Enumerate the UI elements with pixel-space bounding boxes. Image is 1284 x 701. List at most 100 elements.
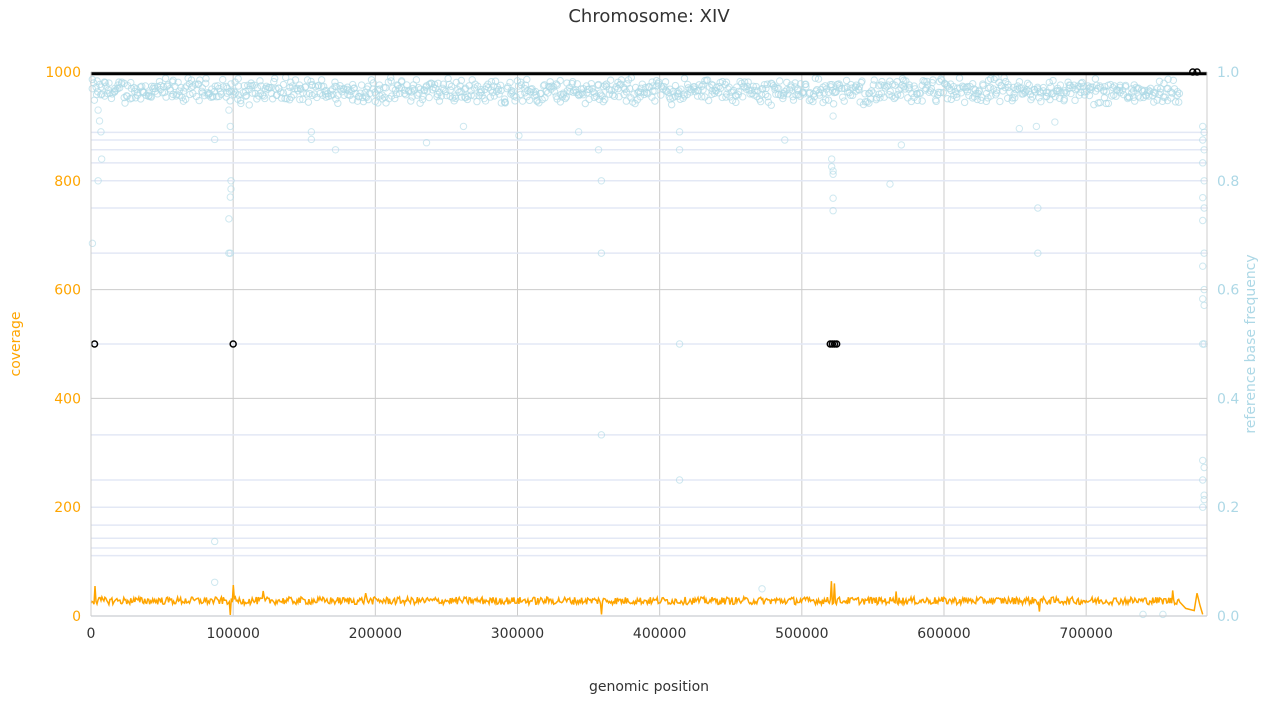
frequency-point bbox=[1078, 78, 1086, 87]
frequency-point bbox=[1102, 99, 1110, 108]
frequency-point bbox=[234, 82, 243, 90]
frequency-point bbox=[331, 78, 339, 86]
frequency-point bbox=[1034, 249, 1042, 257]
x-tick-label: 600000 bbox=[917, 626, 970, 642]
frequency-point bbox=[714, 89, 723, 97]
frequency-point bbox=[891, 93, 900, 101]
frequency-point bbox=[1049, 76, 1057, 85]
frequency-point bbox=[392, 90, 400, 99]
frequency-point bbox=[779, 94, 787, 103]
frequency-point bbox=[430, 80, 439, 89]
frequency-point bbox=[506, 78, 514, 87]
frequency-point bbox=[94, 106, 102, 114]
frequency-point bbox=[607, 86, 616, 94]
frequency-point bbox=[155, 77, 164, 86]
frequency-point bbox=[1125, 93, 1133, 101]
frequency-point bbox=[827, 162, 836, 171]
frequency-point bbox=[512, 93, 520, 101]
x-tick-label: 200000 bbox=[349, 626, 402, 642]
frequency-point bbox=[270, 74, 279, 83]
x-axis-label: genomic position bbox=[589, 679, 709, 695]
frequency-point bbox=[574, 128, 583, 136]
frequency-point bbox=[1013, 82, 1022, 90]
frequency-point bbox=[847, 80, 855, 89]
frequency-point bbox=[459, 122, 468, 131]
frequency-point bbox=[1130, 97, 1139, 105]
frequency-point bbox=[1092, 81, 1101, 90]
frequency-point bbox=[210, 537, 219, 546]
x-tick-label: 700000 bbox=[1059, 626, 1112, 642]
frequency-point bbox=[599, 97, 607, 106]
tick-labels: 0 100000 200000 300000 400000 500000 600000 700… bbox=[45, 65, 1239, 642]
frequency-point bbox=[416, 99, 424, 107]
frequency-point bbox=[1199, 136, 1207, 144]
frequency-point bbox=[245, 101, 253, 109]
frequency-point bbox=[1062, 88, 1071, 97]
frequency-point bbox=[331, 146, 340, 154]
frequency-point bbox=[287, 93, 295, 101]
frequency-point bbox=[561, 94, 569, 103]
frequency-point bbox=[734, 87, 743, 96]
frequency-point bbox=[175, 87, 183, 95]
frequency-point bbox=[722, 93, 730, 101]
frequency-point bbox=[437, 92, 446, 100]
frequency-point bbox=[996, 97, 1004, 106]
y-right-tick-label: 0.4 bbox=[1217, 391, 1239, 407]
frequency-point bbox=[385, 94, 393, 103]
frequency-point bbox=[1045, 78, 1054, 87]
frequency-point bbox=[915, 89, 924, 97]
frequency-point bbox=[824, 96, 833, 104]
frequency-point bbox=[513, 77, 522, 85]
frequency-point bbox=[1128, 89, 1136, 97]
frequency-point bbox=[1199, 193, 1207, 202]
frequency-point bbox=[1199, 503, 1207, 511]
frequency-point bbox=[121, 99, 129, 107]
frequency-point bbox=[296, 95, 304, 104]
frequency-point bbox=[1056, 81, 1065, 89]
frequency-point bbox=[1047, 83, 1055, 91]
frequency-point bbox=[211, 82, 219, 90]
frequency-point bbox=[378, 91, 386, 99]
frequency-point bbox=[675, 128, 684, 136]
frequency-point bbox=[1199, 295, 1207, 303]
frequency-point bbox=[888, 92, 896, 100]
marker-point bbox=[229, 340, 237, 348]
frequency-point bbox=[1169, 76, 1178, 85]
frequency-point bbox=[669, 94, 677, 102]
frequency-point bbox=[597, 177, 606, 185]
frequency-point bbox=[977, 96, 985, 104]
frequency-point bbox=[975, 86, 983, 95]
frequency-point bbox=[606, 76, 615, 84]
frequency-point bbox=[1071, 96, 1079, 105]
frequency-point bbox=[88, 75, 97, 84]
frequency-point bbox=[657, 91, 665, 99]
coverage-series-line bbox=[90, 581, 1204, 615]
frequency-point bbox=[317, 76, 326, 84]
frequency-point bbox=[829, 194, 837, 202]
frequency-point bbox=[248, 89, 257, 97]
frequency-point bbox=[227, 80, 235, 88]
frequency-point bbox=[434, 79, 442, 87]
frequency-point bbox=[675, 146, 684, 154]
frequency-point bbox=[409, 84, 417, 93]
frequency-point bbox=[303, 90, 311, 98]
frequency-point bbox=[986, 75, 995, 83]
frequency-point bbox=[467, 91, 475, 99]
frequency-point bbox=[1060, 87, 1069, 95]
frequency-point bbox=[861, 90, 869, 98]
frequency-point bbox=[1066, 81, 1074, 90]
frequency-point bbox=[482, 82, 491, 91]
frequency-point bbox=[791, 79, 799, 87]
frequency-point bbox=[307, 128, 316, 136]
frequency-point bbox=[1023, 79, 1032, 88]
frequency-point bbox=[932, 97, 940, 106]
frequency-point bbox=[827, 155, 836, 163]
frequency-point bbox=[1057, 89, 1065, 97]
frequency-point bbox=[610, 92, 619, 101]
frequency-point bbox=[202, 74, 210, 83]
frequency-point bbox=[95, 117, 104, 125]
x-tick-label: 300000 bbox=[491, 626, 544, 642]
frequency-point bbox=[661, 78, 670, 86]
frequency-point bbox=[590, 89, 599, 97]
frequency-point bbox=[444, 74, 452, 83]
